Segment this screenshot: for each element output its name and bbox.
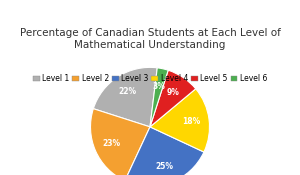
- Text: 25%: 25%: [155, 162, 173, 170]
- Wedge shape: [150, 70, 196, 127]
- Legend: Level 1, Level 2, Level 3, Level 4, Level 5, Level 6: Level 1, Level 2, Level 3, Level 4, Leve…: [30, 71, 270, 86]
- Wedge shape: [150, 89, 209, 152]
- Wedge shape: [150, 68, 168, 127]
- Wedge shape: [125, 127, 204, 175]
- Text: 9%: 9%: [167, 88, 180, 97]
- Title: Percentage of Canadian Students at Each Level of
Mathematical Understanding: Percentage of Canadian Students at Each …: [20, 28, 281, 50]
- Text: 3%: 3%: [152, 82, 165, 91]
- Text: 23%: 23%: [103, 139, 121, 148]
- Text: 18%: 18%: [182, 117, 200, 126]
- Wedge shape: [93, 67, 157, 127]
- Wedge shape: [91, 109, 150, 175]
- Text: 22%: 22%: [118, 87, 136, 96]
